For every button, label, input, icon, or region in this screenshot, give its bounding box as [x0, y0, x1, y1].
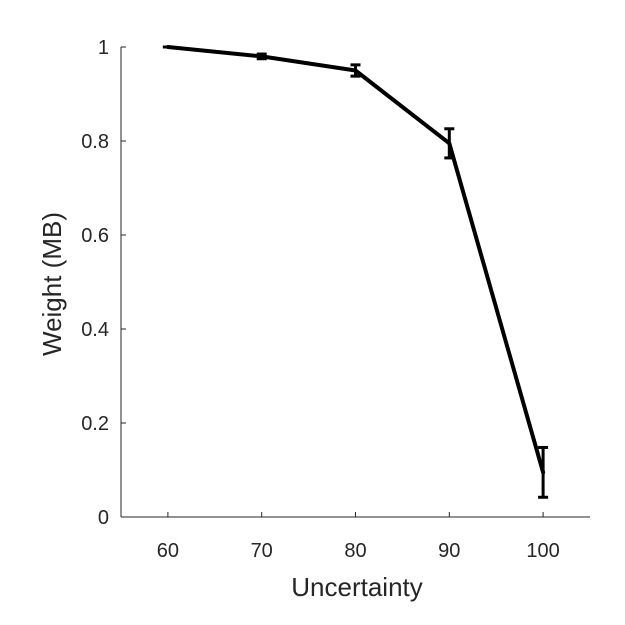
- y-tick-label: 0.8: [81, 131, 109, 153]
- y-tick-label: 0.4: [81, 319, 109, 341]
- x-tick-label: 80: [344, 540, 366, 562]
- x-ticks: 60 70 80 90 100: [157, 512, 560, 562]
- y-tick-label: 0.2: [81, 413, 109, 435]
- x-tick-label: 70: [251, 540, 273, 562]
- x-tick-label: 90: [438, 540, 460, 562]
- y-tick-label: 0.6: [81, 225, 109, 247]
- x-tick-label: 100: [526, 540, 559, 562]
- y-axis-label: Weight (MB): [37, 212, 67, 356]
- plot-area: [162, 45, 549, 499]
- series-line: [165, 45, 546, 475]
- x-tick-label: 60: [157, 540, 179, 562]
- y-tick-label: 1: [98, 37, 109, 59]
- y-tick-label: 0: [98, 507, 109, 529]
- x-axis-label: Uncertainty: [291, 572, 423, 602]
- y-ticks: 0 0.2 0.4 0.6 0.8 1: [81, 37, 126, 529]
